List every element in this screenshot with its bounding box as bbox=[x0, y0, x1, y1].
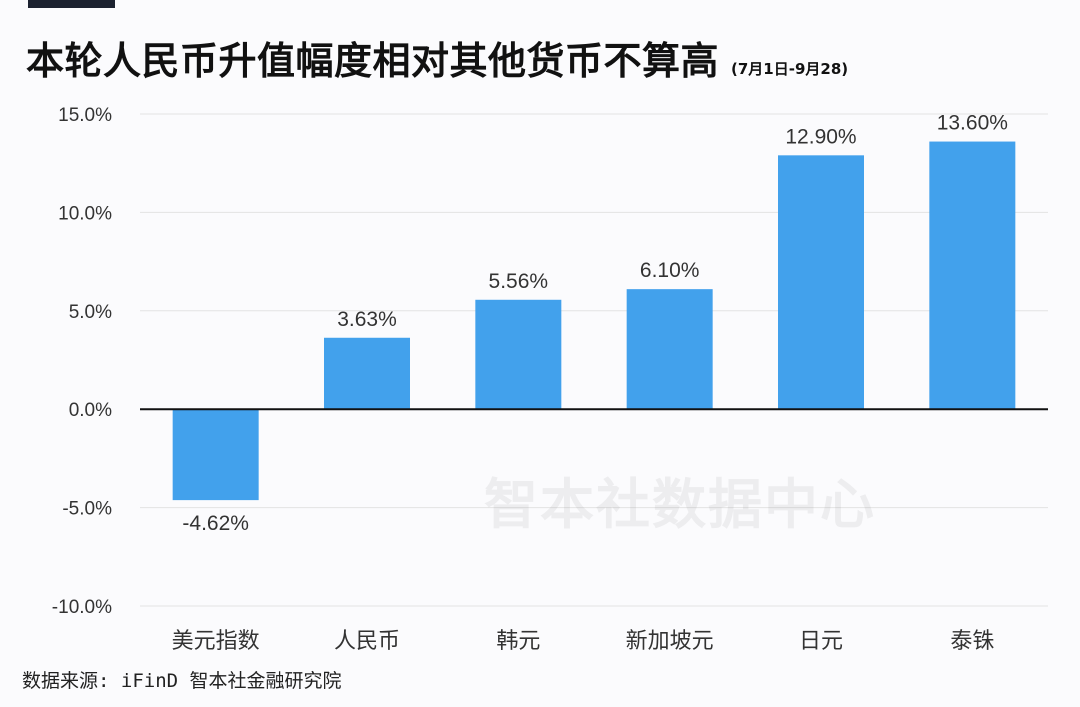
y-tick-label: 0.0% bbox=[69, 400, 112, 421]
bar bbox=[929, 141, 1016, 410]
title-block: 本轮人民币升值幅度相对其他货币不算高 (7月1日-9月28) bbox=[26, 30, 1060, 85]
data-label: -4.62% bbox=[182, 512, 249, 535]
category-label: 日元 bbox=[799, 629, 843, 654]
y-tick-label: 15.0% bbox=[58, 105, 112, 126]
y-tick-label: -10.0% bbox=[52, 597, 112, 618]
bar bbox=[626, 289, 713, 410]
accent-bar bbox=[28, 0, 115, 8]
chart-title: 本轮人民币升值幅度相对其他货币不算高 bbox=[26, 39, 720, 83]
data-label: 5.56% bbox=[489, 270, 549, 293]
category-label: 新加坡元 bbox=[626, 629, 714, 654]
category-label: 韩元 bbox=[496, 629, 540, 654]
chart-subtitle: (7月1日-9月28) bbox=[731, 60, 849, 78]
y-tick-label: 5.0% bbox=[69, 302, 112, 323]
y-tick-label: -5.0% bbox=[62, 499, 112, 520]
y-tick-label: 10.0% bbox=[58, 203, 112, 224]
data-label: 6.10% bbox=[640, 259, 700, 282]
source-note: 数据来源: iFinD 智本社金融研究院 bbox=[22, 670, 342, 692]
category-label: 泰铢 bbox=[950, 629, 994, 654]
bar bbox=[324, 337, 410, 410]
category-label: 人民币 bbox=[334, 629, 400, 654]
bar bbox=[475, 299, 562, 410]
bar bbox=[778, 155, 864, 410]
category-label: 美元指数 bbox=[172, 629, 260, 654]
data-label: 3.63% bbox=[337, 308, 397, 331]
watermark: 智本社数据中心 bbox=[484, 473, 876, 536]
data-label: 13.60% bbox=[937, 112, 1008, 135]
data-label: 12.90% bbox=[785, 125, 856, 148]
bar bbox=[172, 409, 259, 501]
